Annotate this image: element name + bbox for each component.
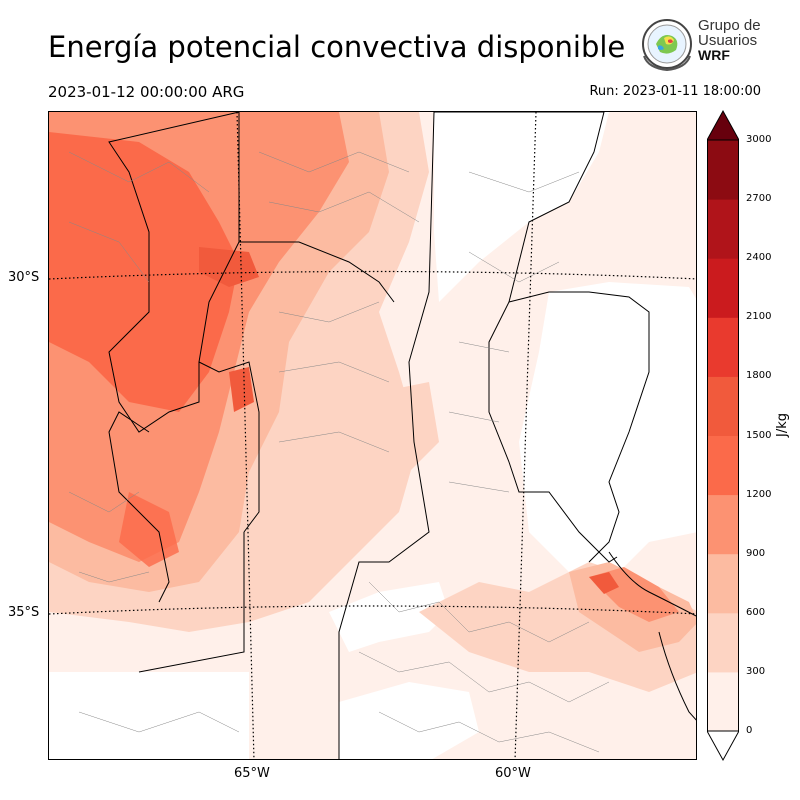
colorbar-tick-label: 2100 — [746, 311, 772, 323]
cape-map — [48, 111, 697, 760]
colorbar-tick-label: 1800 — [746, 370, 772, 382]
logo-line-1: Grupo de — [698, 17, 761, 34]
department-borders — [68, 151, 610, 753]
colorbar-segment — [707, 140, 739, 200]
cape-band-300-central — [379, 382, 439, 472]
wrf-users-logo: Grupo de Usuarios WRF — [638, 16, 762, 72]
map-canvas — [49, 112, 696, 759]
colorbar-segment — [707, 258, 739, 318]
colorbar-segment — [707, 671, 739, 732]
colorbar-tick-label: 3000 — [746, 134, 772, 145]
colorbar-segment — [707, 494, 739, 555]
lat-label-30s: 30°S — [8, 270, 40, 285]
cape-zero-area-north — [434, 112, 609, 302]
graticule-lat-35s — [49, 605, 696, 615]
colorbar-segment — [707, 376, 739, 436]
page-title: Energía potencial convectiva disponible — [48, 30, 626, 64]
lat-label-35s: 35°S — [8, 605, 40, 620]
cape-zero-area-southwest — [49, 672, 249, 759]
cape-band-1200-south — [119, 492, 179, 567]
colorbar-segment — [707, 199, 739, 259]
globe-logo-icon — [642, 19, 692, 72]
cape-band-1500-center — [229, 367, 254, 412]
colorbar-tick-label: 300 — [746, 665, 766, 677]
colorbar-extend-high — [707, 109, 739, 141]
cape-band-1200 — [49, 132, 239, 412]
lon-label-65w: 65°W — [234, 766, 270, 781]
province-borders — [108, 112, 650, 759]
cape-zero-area-south — [339, 682, 479, 759]
colorbar-tick-label: 2400 — [746, 252, 772, 264]
valid-time: 2023-01-12 00:00:00 ARG — [48, 83, 245, 101]
colorbar-tick-label: 0 — [746, 725, 753, 736]
colorbar-tick-label: 1200 — [746, 488, 772, 500]
logo-line-2: Usuarios — [698, 32, 758, 49]
colorbar-tick-label: 600 — [746, 606, 766, 618]
colorbar-segment — [707, 317, 739, 377]
graticule-lon-65w — [236, 112, 255, 759]
graticule-lon-60w — [514, 112, 537, 759]
colorbar-segment — [707, 435, 739, 496]
run-time: Run: 2023-01-11 18:00:00 — [589, 84, 761, 99]
logo-line-3: WRF — [698, 47, 730, 63]
colorbar-tick-label: 900 — [746, 547, 766, 559]
colorbar-tick-label: 2700 — [746, 193, 772, 205]
graticule — [49, 112, 696, 759]
coastline — [608, 551, 696, 721]
colorbar-units-label: J/kg — [775, 413, 790, 437]
colorbar-extend-low — [707, 730, 739, 762]
colorbar — [707, 109, 739, 762]
colorbar-tick-label: 1500 — [746, 429, 772, 441]
cape-band-1500-plata — [589, 572, 619, 594]
cape-zero-area-center — [329, 582, 449, 652]
graticule-lat-30s — [49, 270, 696, 280]
colorbar-segment — [707, 612, 739, 673]
logo-text: Grupo de Usuarios WRF — [698, 18, 761, 63]
cape-band-1500-north — [199, 247, 259, 287]
colorbar-segment — [707, 553, 739, 614]
cape-zero-area-east — [519, 282, 696, 582]
lon-label-60w: 60°W — [495, 766, 531, 781]
